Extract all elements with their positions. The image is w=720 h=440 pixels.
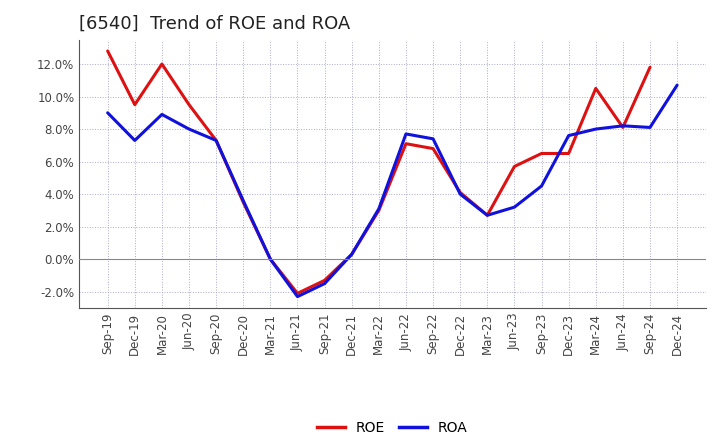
ROA (212, 138, 220, 143)
ROA (456, 191, 464, 197)
ROE (130, 102, 139, 107)
ROA (672, 83, 681, 88)
ROE (374, 208, 383, 213)
ROA (266, 257, 275, 262)
ROE (293, 291, 302, 296)
ROA (348, 252, 356, 257)
ROE (618, 125, 627, 130)
ROE (564, 151, 573, 156)
ROA (402, 131, 410, 136)
ROE (428, 146, 437, 151)
ROE (239, 200, 248, 205)
ROA (591, 126, 600, 132)
ROE (104, 48, 112, 54)
ROE (456, 190, 464, 195)
ROA (646, 125, 654, 130)
ROE (320, 278, 329, 283)
ROA (510, 205, 518, 210)
ROA (320, 281, 329, 286)
ROE (402, 141, 410, 147)
ROE (510, 164, 518, 169)
ROA (618, 123, 627, 128)
ROA (130, 138, 139, 143)
ROE (591, 86, 600, 91)
ROA (374, 206, 383, 211)
ROA (428, 136, 437, 142)
Legend: ROE, ROA: ROE, ROA (312, 415, 473, 440)
ROA (185, 126, 194, 132)
Text: [6540]  Trend of ROE and ROA: [6540] Trend of ROE and ROA (79, 15, 351, 33)
ROA (104, 110, 112, 115)
ROE (212, 138, 220, 143)
Line: ROE: ROE (108, 51, 650, 293)
ROA (537, 183, 546, 189)
ROE (646, 65, 654, 70)
ROE (185, 102, 194, 107)
ROE (483, 213, 492, 218)
Line: ROA: ROA (108, 85, 677, 297)
ROA (158, 112, 166, 117)
ROA (293, 294, 302, 299)
ROE (348, 252, 356, 257)
ROA (483, 213, 492, 218)
ROE (266, 257, 275, 262)
ROE (158, 61, 166, 66)
ROA (239, 198, 248, 203)
ROE (537, 151, 546, 156)
ROA (564, 133, 573, 138)
